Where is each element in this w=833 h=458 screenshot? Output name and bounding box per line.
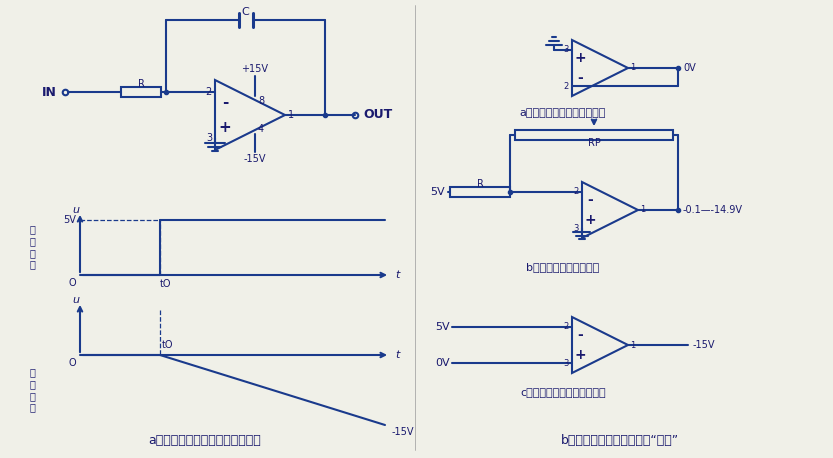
Text: OUT: OUT: [363, 109, 392, 121]
Text: +: +: [574, 51, 586, 65]
Text: 2: 2: [564, 82, 569, 91]
Text: 5V: 5V: [63, 215, 76, 225]
Text: -15V: -15V: [244, 154, 267, 164]
Text: -0.1—-14.9V: -0.1—-14.9V: [683, 205, 743, 215]
Text: IN: IN: [42, 86, 57, 99]
Text: 1: 1: [630, 340, 636, 349]
Text: 2: 2: [564, 322, 569, 331]
Text: O: O: [68, 278, 76, 288]
Text: 2: 2: [574, 187, 579, 196]
Text: t: t: [395, 270, 399, 280]
Text: O: O: [68, 358, 76, 368]
Text: tO: tO: [160, 279, 172, 289]
Text: +: +: [218, 120, 232, 135]
Text: u: u: [72, 295, 79, 305]
Text: 3: 3: [206, 133, 212, 143]
Text: t: t: [395, 350, 399, 360]
Text: b、积分电路工作过程中的“变身”: b、积分电路工作过程中的“变身”: [561, 434, 679, 447]
Text: -15V: -15V: [392, 427, 415, 437]
Text: -: -: [577, 328, 583, 342]
Text: -: -: [222, 96, 228, 110]
Text: RP: RP: [587, 138, 601, 148]
Text: +: +: [574, 348, 586, 362]
Text: R: R: [138, 79, 145, 89]
Text: a、积分电路的构成及信号波形图: a、积分电路的构成及信号波形图: [148, 434, 262, 447]
Text: b、变身电路二：放大器: b、变身电路二：放大器: [526, 262, 600, 272]
Text: C: C: [242, 7, 250, 17]
Text: 2: 2: [206, 87, 212, 97]
Text: 0V: 0V: [435, 358, 450, 368]
Text: 8: 8: [258, 96, 264, 106]
Text: 3: 3: [564, 45, 569, 55]
Text: 1: 1: [288, 110, 294, 120]
Text: -15V: -15V: [693, 340, 716, 350]
Text: 5V: 5V: [430, 187, 445, 197]
Text: R: R: [476, 179, 483, 189]
Text: +15V: +15V: [242, 64, 268, 74]
Text: 输
入
信
号: 输 入 信 号: [29, 224, 35, 269]
Text: -: -: [587, 193, 593, 207]
Text: c、变身电路三：电压比较器: c、变身电路三：电压比较器: [520, 388, 606, 398]
Text: +: +: [584, 213, 596, 227]
Text: 0V: 0V: [683, 63, 696, 73]
Text: 1: 1: [630, 64, 636, 72]
Text: -: -: [577, 71, 583, 85]
Text: a、变身电路一：电压跟随器: a、变身电路一：电压跟随器: [520, 108, 606, 118]
Text: 输
出
信
号: 输 出 信 号: [29, 368, 35, 412]
Text: 3: 3: [564, 359, 569, 368]
Text: tO: tO: [162, 340, 173, 350]
Text: 4: 4: [258, 124, 264, 134]
Text: 3: 3: [574, 224, 579, 233]
Text: 5V: 5V: [435, 322, 450, 332]
Text: u: u: [72, 205, 79, 215]
Text: 1: 1: [640, 206, 646, 214]
